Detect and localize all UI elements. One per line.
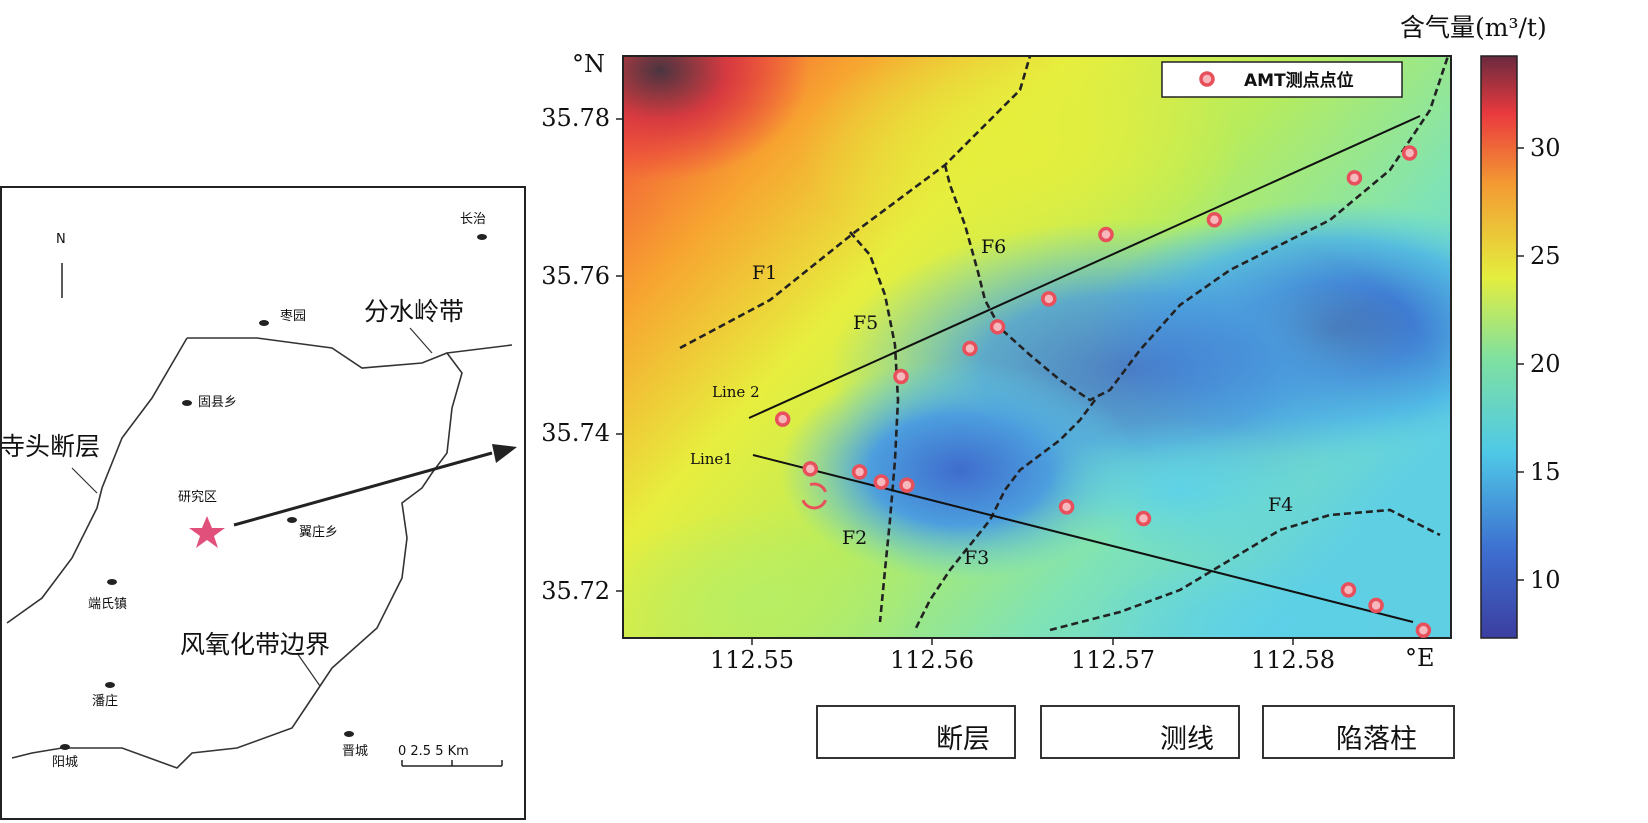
annotation-label: 风氧化带边界 [180,630,331,659]
amt-point [1058,499,1075,515]
y-tick-label: 35.78 [541,104,610,132]
pointer-arrow [233,451,493,527]
colorbar-tick-label: 30 [1530,134,1561,162]
legend-survey-line-label: 测线 [1160,724,1214,755]
study-area-star-icon [189,516,225,548]
amt-point [962,340,978,357]
y-tick-label: 35.76 [541,262,610,290]
fault-f1 [679,55,1032,350]
colorbar-tick-label: 10 [1530,566,1561,594]
amt-point-legend-icon [1199,71,1215,87]
survey-line-1 [752,454,1414,623]
amt-point [1135,510,1152,527]
fault-label: F1 [752,262,778,284]
collapse-column-icon [801,482,827,510]
amt-point [1098,226,1114,243]
x-tick-label: 112.56 [890,646,974,674]
points-legend-label: AMT测点点位 [1244,71,1354,91]
pointer-arrowhead-icon [492,444,517,463]
amt-point [802,461,819,477]
place-label: 研究区 [178,490,218,505]
amt-point [1415,622,1432,638]
legend-survey-line: 测线 [1040,705,1240,759]
amt-point [899,477,915,493]
town-dot-icon [259,320,269,326]
legend-fault-label: 断层 [936,724,990,755]
fault-f4 [1049,508,1441,632]
place-label: 阳城 [52,755,79,770]
legend-collapse-column-label: 陷落柱 [1336,724,1417,755]
amt-point [1206,211,1223,228]
amt-point [1401,145,1418,161]
place-label: 翼庄乡 [299,525,339,540]
fault-lines [679,55,1450,632]
sitou-fault [6,337,188,624]
inset-map-lines [6,234,517,769]
x-tick-label: 112.55 [710,646,794,674]
y-axis-label: °N [572,50,605,78]
watershed-line [446,344,513,354]
amt-point [893,368,909,385]
colorbar [1480,55,1518,639]
town-dot-icon [477,234,487,240]
colorbar-title: 含气量(m³/t) [1400,13,1547,42]
town-dot-icon [107,579,117,585]
fault-label: F4 [1268,494,1294,516]
colorbar-tick-label: 20 [1530,350,1561,378]
north-label: N [56,232,66,247]
place-label: 枣园 [280,309,307,324]
amt-point [1340,582,1357,598]
y-tick-label: 35.74 [541,419,610,447]
y-tick-label: 35.72 [541,577,610,605]
plot-frame [622,55,1452,639]
inset-location-map: N 长治 枣园 固县乡 研究区 翼庄乡 端氏镇 潘庄 阳城 晋城 分水岭带 寺头… [0,186,526,820]
amt-point [1346,170,1363,186]
colorbar-tick-label: 15 [1530,458,1561,486]
line-label: Line 2 [712,383,760,401]
x-axis-label: °E [1405,644,1435,672]
place-label: 端氏镇 [88,597,128,612]
amt-point [774,411,791,427]
amt-point [851,464,868,480]
survey-line-2 [748,115,1421,419]
scale-bar-label: 0 2.5 5 Km [398,744,469,759]
amt-point [1368,597,1384,614]
amt-point [873,474,890,490]
fault-label: F5 [853,312,879,334]
legend-collapse-column: 陷落柱 [1262,705,1455,759]
fault-label: F2 [842,527,868,549]
line-label: Line1 [690,450,733,468]
gas-content-field [623,56,1451,638]
place-label: 长治 [460,212,487,227]
amt-points [774,145,1432,638]
place-label: 潘庄 [92,694,119,709]
fault-f2-f5 [849,231,900,623]
place-label: 固县乡 [198,395,238,410]
fault-f3 [913,399,1097,631]
amt-point [1041,291,1057,307]
town-dot-icon [60,744,70,750]
colorbar-tick-label: 25 [1530,242,1561,270]
town-dot-icon [287,517,297,523]
x-tick-label: 112.58 [1251,646,1335,674]
fault-label: F3 [964,547,990,569]
annotation-label: 分水岭带 [364,297,465,326]
legend-fault: 断层 [816,705,1016,759]
town-dot-icon [182,400,192,406]
fault-label: F6 [981,236,1007,258]
x-tick-label: 112.57 [1071,646,1155,674]
town-dot-icon [105,682,115,688]
town-dot-icon [344,731,354,737]
amt-point [989,319,1006,335]
place-label: 晋城 [342,744,369,759]
weathering-zone-boundary [11,337,463,769]
annotation-label: 寺头断层 [0,432,101,461]
fault-f6 [943,55,1450,402]
